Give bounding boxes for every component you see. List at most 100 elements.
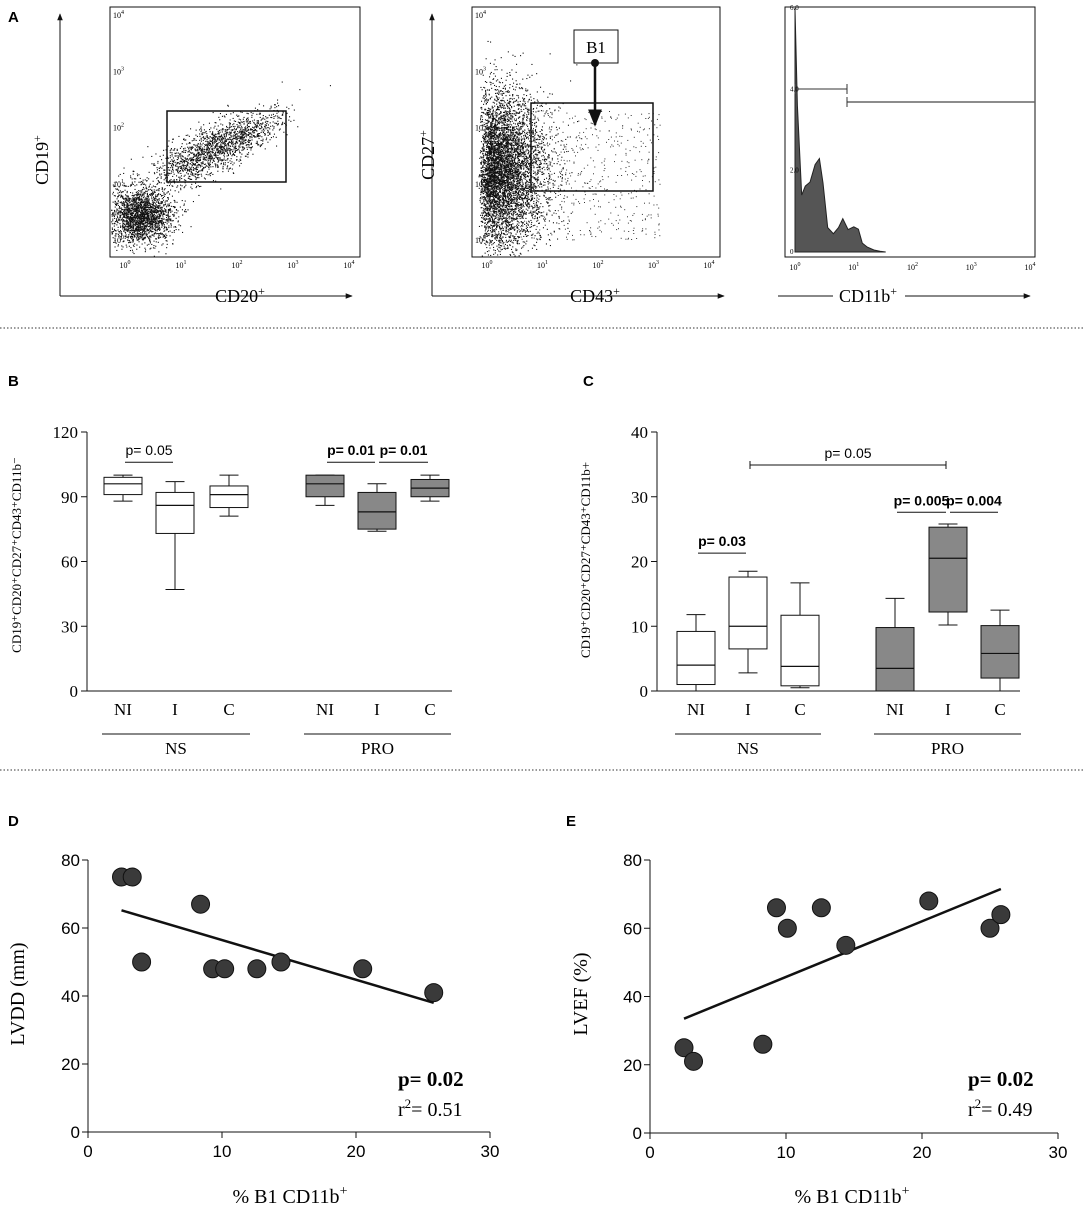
event-dot [505, 133, 506, 134]
event-dot [116, 211, 117, 212]
y-tick-label: 100 [113, 235, 124, 245]
event-dot [525, 230, 526, 231]
event-dot [138, 194, 139, 195]
event-dot [244, 121, 245, 122]
event-dot [234, 143, 235, 144]
panel-label-b: B [8, 373, 19, 390]
event-dot [503, 132, 504, 133]
event-dot [147, 225, 148, 226]
event-dot [281, 118, 282, 119]
event-dot [144, 248, 145, 249]
event-dot [184, 167, 185, 168]
event-dot [200, 186, 201, 187]
event-dot [286, 107, 287, 108]
event-dot [282, 122, 283, 123]
event-dot [274, 107, 275, 108]
event-dot [218, 161, 219, 162]
event-dot [271, 107, 272, 108]
event-dot [130, 236, 131, 237]
event-dot [163, 200, 164, 201]
event-dot [197, 174, 198, 175]
event-dot [207, 152, 208, 153]
event-dot [146, 187, 147, 188]
event-dot [493, 130, 494, 131]
event-dot [243, 138, 244, 139]
event-dot [127, 226, 128, 227]
event-dot [270, 117, 271, 118]
event-dot [282, 114, 283, 115]
event-dot [192, 162, 193, 163]
event-dot [148, 189, 149, 190]
event-dot [138, 207, 139, 208]
event-dot [131, 219, 132, 220]
event-dot [212, 131, 213, 132]
event-dot [186, 135, 187, 136]
event-dot [232, 141, 233, 142]
event-dot [235, 150, 236, 151]
event-dot [140, 182, 141, 183]
event-dot [232, 164, 233, 165]
event-dot [150, 225, 151, 226]
event-dot [126, 205, 127, 206]
event-dot [115, 233, 116, 234]
event-dot [168, 199, 169, 200]
event-dot [136, 203, 137, 204]
event-dot [147, 222, 148, 223]
event-dot [131, 185, 132, 186]
event-dot [236, 150, 237, 151]
event-dot [136, 206, 137, 207]
event-dot [157, 169, 158, 170]
event-dot [271, 106, 272, 107]
event-dot [508, 197, 509, 198]
event-dot [150, 194, 151, 195]
event-dot [205, 155, 206, 156]
event-dot [212, 144, 213, 145]
event-dot [181, 161, 182, 162]
event-dot [247, 130, 248, 131]
event-dot [208, 147, 209, 148]
event-dot [147, 196, 148, 197]
event-dot [143, 218, 144, 219]
event-dot [167, 192, 168, 193]
event-dot [195, 183, 196, 184]
event-dot [179, 178, 180, 179]
event-dot [117, 198, 118, 199]
event-dot [523, 101, 524, 102]
event-dot [133, 213, 134, 214]
event-dot [214, 158, 215, 159]
event-dot [124, 207, 125, 208]
event-dot [166, 217, 167, 218]
event-dot [203, 132, 204, 133]
event-dot [233, 126, 234, 127]
event-dot [141, 190, 142, 191]
event-dot [181, 178, 182, 179]
event-dot [149, 218, 150, 219]
event-dot [220, 159, 221, 160]
event-dot [516, 207, 517, 208]
event-dot [185, 161, 186, 162]
event-dot [206, 133, 207, 134]
event-dot [171, 148, 172, 149]
event-dot [159, 203, 160, 204]
event-dot [216, 157, 217, 158]
event-dot [290, 121, 291, 122]
event-dot [158, 242, 159, 243]
event-dot [125, 213, 126, 214]
event-dot [254, 128, 255, 129]
event-dot [247, 122, 248, 123]
event-dot [234, 128, 235, 129]
event-dot [143, 209, 144, 210]
event-dot [171, 165, 172, 166]
event-dot [147, 201, 148, 202]
event-dot [126, 221, 127, 222]
event-dot [203, 154, 204, 155]
event-dot [504, 86, 505, 87]
x-tick-label: 100 [120, 260, 131, 270]
event-dot [163, 243, 164, 244]
event-dot [170, 155, 171, 156]
event-dot [525, 105, 526, 106]
event-dot [189, 169, 190, 170]
event-dot [250, 136, 251, 137]
event-dot [119, 195, 120, 196]
event-dot [158, 221, 159, 222]
